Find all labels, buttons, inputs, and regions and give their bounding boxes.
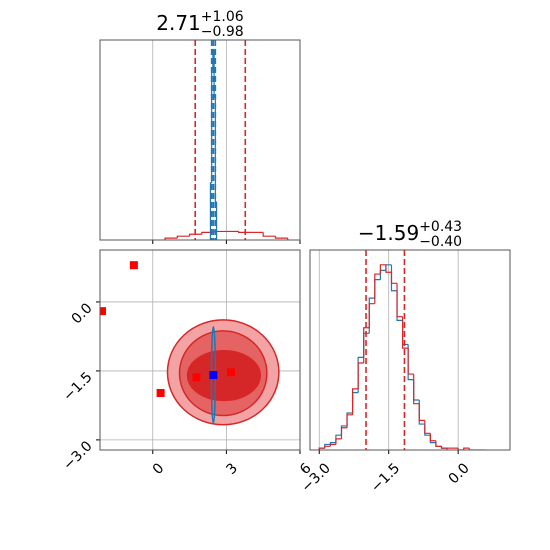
hist-step bbox=[396, 283, 403, 318]
hist-step bbox=[457, 448, 464, 450]
hist-step bbox=[424, 420, 431, 434]
point bbox=[192, 373, 201, 382]
hist-step bbox=[164, 237, 178, 240]
plot-area bbox=[318, 250, 486, 450]
x-tick-label: 3 bbox=[223, 460, 241, 478]
hist-step bbox=[396, 290, 403, 321]
hist-step bbox=[440, 446, 448, 449]
hist-step bbox=[351, 391, 359, 413]
hist-step bbox=[318, 447, 325, 450]
x-tick-label: 0 bbox=[150, 460, 168, 478]
hist-step bbox=[385, 264, 392, 273]
hist-step bbox=[390, 264, 398, 292]
hist-step bbox=[379, 264, 386, 275]
title-value: 2.71 bbox=[156, 11, 201, 35]
hist-step bbox=[390, 272, 398, 284]
y-tick-label: −1.5 bbox=[60, 369, 95, 404]
hist-step bbox=[401, 320, 409, 346]
title-minus: −0.98 bbox=[201, 24, 244, 40]
title-minus: −0.40 bbox=[419, 234, 462, 250]
marker bbox=[209, 371, 218, 380]
hist-step bbox=[324, 445, 331, 449]
hist-step bbox=[346, 414, 353, 428]
hist-step bbox=[274, 236, 288, 239]
hist-step bbox=[188, 233, 202, 237]
plot-area bbox=[152, 40, 300, 240]
density-contour bbox=[186, 349, 261, 402]
hist-step bbox=[363, 327, 370, 363]
axes-frame bbox=[99, 39, 301, 241]
panel: 0 3 60.0−1.5−3.0 bbox=[60, 249, 315, 478]
axes-frame bbox=[99, 249, 301, 451]
hist-step bbox=[351, 388, 359, 415]
hist-step bbox=[429, 435, 436, 444]
hist-step bbox=[176, 235, 190, 239]
hist-step bbox=[262, 232, 276, 237]
title-plus: +0.43 bbox=[419, 219, 462, 235]
hist-step bbox=[340, 427, 348, 439]
hist-step bbox=[413, 379, 420, 401]
hist-step bbox=[329, 443, 336, 447]
hist-step bbox=[368, 303, 375, 328]
hist-step bbox=[374, 273, 381, 304]
hist-step bbox=[401, 316, 409, 349]
hist-step bbox=[374, 279, 381, 299]
plot-area bbox=[100, 250, 300, 450]
hist-step bbox=[429, 433, 436, 442]
title-value: −1.59 bbox=[358, 221, 419, 245]
y-tick-label: −3.0 bbox=[60, 438, 95, 473]
point bbox=[129, 261, 138, 270]
panel: 2.71+1.06 −0.98 bbox=[99, 9, 301, 244]
hist-step bbox=[238, 231, 251, 233]
hist-step bbox=[413, 374, 420, 405]
hist-step bbox=[357, 362, 364, 389]
panel-title: −1.59+0.43 −0.40 bbox=[358, 219, 462, 250]
x-tick-label: −1.5 bbox=[368, 460, 403, 495]
x-tick-label: 0.0 bbox=[446, 460, 473, 487]
point bbox=[227, 368, 236, 377]
panel: −3.0 −1.5 0.0−1.59+0.43 −0.40 bbox=[299, 219, 511, 496]
hist-step bbox=[463, 447, 470, 450]
axes-frame bbox=[309, 249, 511, 451]
title-plus: +1.06 bbox=[201, 9, 244, 25]
hist-step bbox=[407, 348, 414, 375]
point bbox=[100, 307, 106, 316]
hist-step bbox=[335, 438, 342, 445]
hist-step bbox=[435, 440, 442, 447]
panel-title: 2.71+1.06 −0.98 bbox=[156, 9, 244, 40]
hist-step bbox=[468, 448, 475, 450]
hist-step bbox=[379, 269, 386, 280]
y-tick-label: 0.0 bbox=[69, 300, 96, 327]
point bbox=[156, 388, 165, 397]
hist-step bbox=[329, 441, 336, 445]
hist-step bbox=[418, 403, 425, 421]
